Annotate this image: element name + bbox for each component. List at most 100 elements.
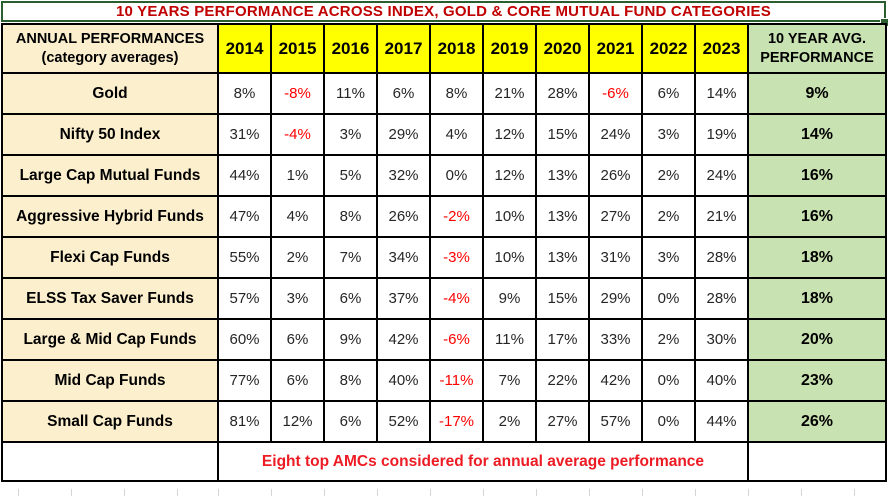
col-header-2015: 2015	[270, 23, 325, 74]
col-header-2016: 2016	[323, 23, 378, 74]
value-cell: 29%	[588, 277, 643, 320]
category-cell: Large Cap Mutual Funds	[1, 154, 219, 197]
value-cell: 12%	[270, 400, 325, 443]
avg-cell: 18%	[747, 277, 887, 320]
table-row-nifty-50-index: Nifty 50 Index 31% -4% 3% 29% 4% 12% 15%…	[1, 113, 887, 156]
value-cell: 0%	[641, 400, 696, 443]
value-cell: 7%	[323, 236, 378, 279]
value-cell: 6%	[270, 318, 325, 361]
value-cell: 8%	[217, 72, 272, 115]
table-row-aggressive-hybrid-funds: Aggressive Hybrid Funds 47% 4% 8% 26% -2…	[1, 195, 887, 238]
value-cell: 14%	[694, 72, 749, 115]
value-cell: 31%	[217, 113, 272, 156]
value-cell: 8%	[323, 359, 378, 402]
category-cell: Aggressive Hybrid Funds	[1, 195, 219, 238]
value-cell: 42%	[376, 318, 431, 361]
avg-cell: 18%	[747, 236, 887, 279]
value-cell: 0%	[429, 154, 484, 197]
value-cell: 40%	[694, 359, 749, 402]
value-cell: 6%	[270, 359, 325, 402]
category-cell: ELSS Tax Saver Funds	[1, 277, 219, 320]
value-cell: 0%	[641, 359, 696, 402]
value-cell: 81%	[217, 400, 272, 443]
value-cell: 22%	[535, 359, 590, 402]
value-cell: -4%	[270, 113, 325, 156]
table-row-large-and-mid-cap-funds: Large & Mid Cap Funds 60% 6% 9% 42% -6% …	[1, 318, 887, 361]
category-cell: Large & Mid Cap Funds	[1, 318, 219, 361]
row-header-line1: ANNUAL PERFORMANCES	[15, 30, 205, 47]
value-cell: 4%	[429, 113, 484, 156]
header-row: ANNUAL PERFORMANCES (category averages) …	[1, 23, 887, 74]
value-cell: 28%	[694, 236, 749, 279]
value-cell: 24%	[588, 113, 643, 156]
value-cell: 2%	[641, 154, 696, 197]
value-cell: 6%	[323, 400, 378, 443]
value-cell: 52%	[376, 400, 431, 443]
footer-empty-left-cell	[1, 441, 219, 482]
value-cell: 6%	[323, 277, 378, 320]
value-cell: 44%	[694, 400, 749, 443]
col-header-2022: 2022	[641, 23, 696, 74]
col-header-2018: 2018	[429, 23, 484, 74]
footer-row: Eight top AMCs considered for annual ave…	[1, 441, 887, 482]
value-cell: 57%	[217, 277, 272, 320]
value-cell: 4%	[270, 195, 325, 238]
avg-header-line1: 10 YEAR AVG.	[767, 30, 867, 47]
value-cell: 24%	[694, 154, 749, 197]
value-cell: 6%	[376, 72, 431, 115]
value-cell: -17%	[429, 400, 484, 443]
value-cell: 47%	[217, 195, 272, 238]
value-cell: -11%	[429, 359, 484, 402]
category-cell: Small Cap Funds	[1, 400, 219, 443]
col-header-2017: 2017	[376, 23, 431, 74]
col-header-2019: 2019	[482, 23, 537, 74]
table-row-flexi-cap-funds: Flexi Cap Funds 55% 2% 7% 34% -3% 10% 13…	[1, 236, 887, 279]
table-row-gold: Gold 8% -8% 11% 6% 8% 21% 28% -6% 6% 14%…	[1, 72, 887, 115]
value-cell: 15%	[535, 113, 590, 156]
row-header-line2: (category averages)	[41, 49, 179, 66]
value-cell: 28%	[535, 72, 590, 115]
value-cell: 27%	[588, 195, 643, 238]
value-cell: 21%	[482, 72, 537, 115]
value-cell: 40%	[376, 359, 431, 402]
col-header-2014: 2014	[217, 23, 272, 74]
value-cell: 29%	[376, 113, 431, 156]
value-cell: 28%	[694, 277, 749, 320]
value-cell: 8%	[323, 195, 378, 238]
avg-cell: 16%	[747, 154, 887, 197]
col-header-10yr-avg: 10 YEAR AVG. PERFORMANCE	[747, 23, 887, 74]
value-cell: 31%	[588, 236, 643, 279]
value-cell: 5%	[323, 154, 378, 197]
table-row-elss-tax-saver-funds: ELSS Tax Saver Funds 57% 3% 6% 37% -4% 9…	[1, 277, 887, 320]
avg-cell: 26%	[747, 400, 887, 443]
value-cell: 11%	[323, 72, 378, 115]
value-cell: 12%	[482, 113, 537, 156]
value-cell: 19%	[694, 113, 749, 156]
value-cell: 21%	[694, 195, 749, 238]
col-header-2020: 2020	[535, 23, 590, 74]
value-cell: 2%	[270, 236, 325, 279]
value-cell: 7%	[482, 359, 537, 402]
category-cell: Gold	[1, 72, 219, 115]
category-cell: Mid Cap Funds	[1, 359, 219, 402]
avg-header-line2: PERFORMANCE	[760, 49, 874, 66]
avg-cell: 16%	[747, 195, 887, 238]
value-cell: 0%	[641, 277, 696, 320]
value-cell: 8%	[429, 72, 484, 115]
value-cell: 2%	[641, 195, 696, 238]
value-cell: 1%	[270, 154, 325, 197]
value-cell: 10%	[482, 195, 537, 238]
value-cell: 37%	[376, 277, 431, 320]
col-header-2021: 2021	[588, 23, 643, 74]
value-cell: 9%	[482, 277, 537, 320]
value-cell: -6%	[429, 318, 484, 361]
excel-gridline-ticks	[2, 489, 891, 496]
value-cell: -3%	[429, 236, 484, 279]
value-cell: 3%	[641, 113, 696, 156]
category-cell: Nifty 50 Index	[1, 113, 219, 156]
value-cell: 34%	[376, 236, 431, 279]
value-cell: 26%	[588, 154, 643, 197]
avg-cell: 20%	[747, 318, 887, 361]
value-cell: 3%	[641, 236, 696, 279]
